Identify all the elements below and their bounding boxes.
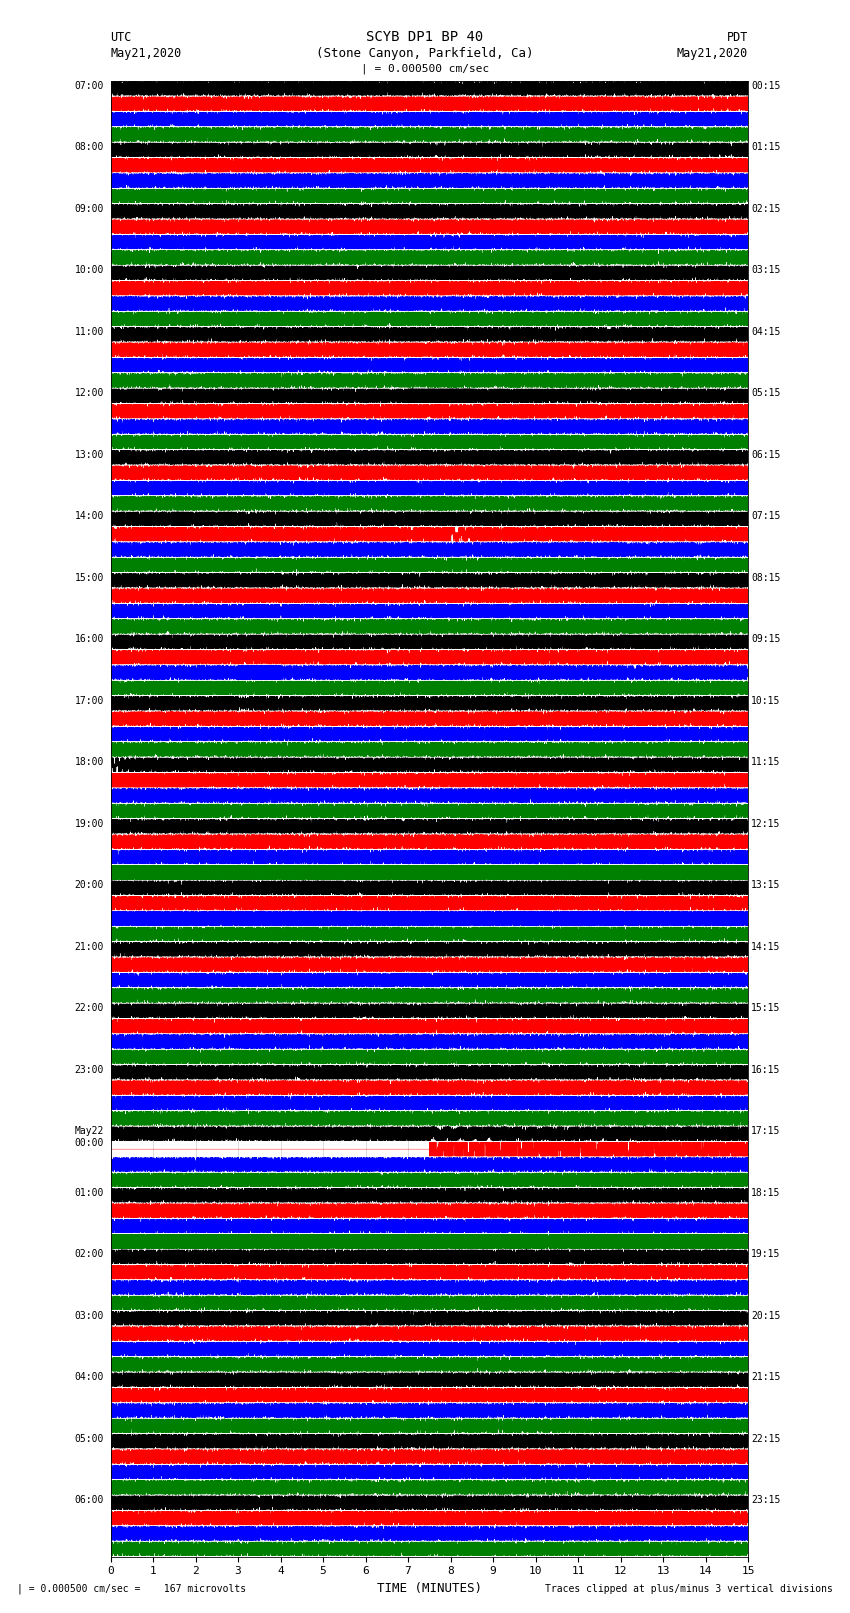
Text: 23:00: 23:00 — [75, 1065, 104, 1074]
Text: (Stone Canyon, Parkfield, Ca): (Stone Canyon, Parkfield, Ca) — [316, 47, 534, 60]
Text: 20:15: 20:15 — [751, 1310, 780, 1321]
Text: 23:15: 23:15 — [751, 1495, 780, 1505]
Text: 15:15: 15:15 — [751, 1003, 780, 1013]
Text: 22:00: 22:00 — [75, 1003, 104, 1013]
Text: 00:15: 00:15 — [751, 81, 780, 90]
Text: 06:00: 06:00 — [75, 1495, 104, 1505]
Text: 01:15: 01:15 — [751, 142, 780, 152]
Text: 22:15: 22:15 — [751, 1434, 780, 1444]
Text: 14:15: 14:15 — [751, 942, 780, 952]
Text: 16:00: 16:00 — [75, 634, 104, 644]
Text: 08:15: 08:15 — [751, 573, 780, 582]
Text: May22
00:00: May22 00:00 — [75, 1126, 104, 1148]
Text: SCYB DP1 BP 40: SCYB DP1 BP 40 — [366, 29, 484, 44]
Text: 18:00: 18:00 — [75, 756, 104, 768]
Text: 11:00: 11:00 — [75, 326, 104, 337]
Text: 08:00: 08:00 — [75, 142, 104, 152]
Text: 07:00: 07:00 — [75, 81, 104, 90]
Text: 21:00: 21:00 — [75, 942, 104, 952]
Text: | = 0.000500 cm/sec =    167 microvolts: | = 0.000500 cm/sec = 167 microvolts — [17, 1582, 246, 1594]
X-axis label: TIME (MINUTES): TIME (MINUTES) — [377, 1582, 482, 1595]
Text: 03:15: 03:15 — [751, 265, 780, 276]
Text: May21,2020: May21,2020 — [110, 47, 182, 60]
Text: 16:15: 16:15 — [751, 1065, 780, 1074]
Text: Traces clipped at plus/minus 3 vertical divisions: Traces clipped at plus/minus 3 vertical … — [545, 1584, 833, 1594]
Text: 10:15: 10:15 — [751, 695, 780, 705]
Text: UTC: UTC — [110, 31, 132, 44]
Text: | = 0.000500 cm/sec: | = 0.000500 cm/sec — [361, 63, 489, 74]
Text: 17:00: 17:00 — [75, 695, 104, 705]
Text: 02:00: 02:00 — [75, 1248, 104, 1260]
Text: 05:15: 05:15 — [751, 389, 780, 398]
Text: 15:00: 15:00 — [75, 573, 104, 582]
Text: 12:00: 12:00 — [75, 389, 104, 398]
Text: 03:00: 03:00 — [75, 1310, 104, 1321]
Text: 14:00: 14:00 — [75, 511, 104, 521]
Text: 07:15: 07:15 — [751, 511, 780, 521]
Text: May21,2020: May21,2020 — [677, 47, 748, 60]
Text: 09:15: 09:15 — [751, 634, 780, 644]
Text: 20:00: 20:00 — [75, 881, 104, 890]
Text: 21:15: 21:15 — [751, 1373, 780, 1382]
Text: 19:15: 19:15 — [751, 1248, 780, 1260]
Text: 13:15: 13:15 — [751, 881, 780, 890]
Text: 10:00: 10:00 — [75, 265, 104, 276]
Text: 13:00: 13:00 — [75, 450, 104, 460]
Text: 06:15: 06:15 — [751, 450, 780, 460]
Text: 05:00: 05:00 — [75, 1434, 104, 1444]
Text: 18:15: 18:15 — [751, 1187, 780, 1197]
Text: 17:15: 17:15 — [751, 1126, 780, 1136]
Text: 12:15: 12:15 — [751, 819, 780, 829]
Text: 04:00: 04:00 — [75, 1373, 104, 1382]
Text: 19:00: 19:00 — [75, 819, 104, 829]
Text: 04:15: 04:15 — [751, 326, 780, 337]
Text: 01:00: 01:00 — [75, 1187, 104, 1197]
Text: PDT: PDT — [727, 31, 748, 44]
Text: 02:15: 02:15 — [751, 203, 780, 213]
Text: 09:00: 09:00 — [75, 203, 104, 213]
Text: 11:15: 11:15 — [751, 756, 780, 768]
